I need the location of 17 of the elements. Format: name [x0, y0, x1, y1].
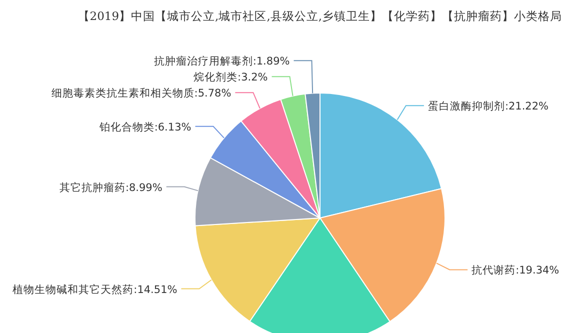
slice-label: 蛋白激酶抑制剂: [428, 100, 505, 113]
slice-label: 抗肿瘤治疗用解毒剂: [154, 54, 253, 68]
data-label: :8.99%: [125, 182, 162, 194]
slice-label: 植物生物碱和其它天然药: [12, 282, 134, 296]
slice-label: 烷化剂类: [194, 70, 238, 84]
data-label: :6.13%: [154, 121, 192, 134]
slice-label: 铂化合物类: [98, 120, 154, 134]
slice-label: 其它抗肿瘤药: [59, 180, 126, 194]
data-label: :3.2%: [238, 72, 268, 84]
data-label: :19.34%: [516, 264, 560, 277]
slice-label: 细胞毒素类抗生素和相关物质: [51, 86, 194, 100]
chart-title: 【2019】中国【城市公立,城市社区,县级公立,乡镇卫生】【化学药】【抗肿瘤药】小类格局: [78, 9, 562, 23]
data-label: :14.51%: [134, 284, 178, 296]
data-label: :21.22%: [504, 100, 549, 113]
data-label: :5.78%: [194, 88, 232, 100]
data-label: :1.89%: [252, 56, 290, 68]
slice-label: 抗代谢药: [472, 264, 516, 277]
